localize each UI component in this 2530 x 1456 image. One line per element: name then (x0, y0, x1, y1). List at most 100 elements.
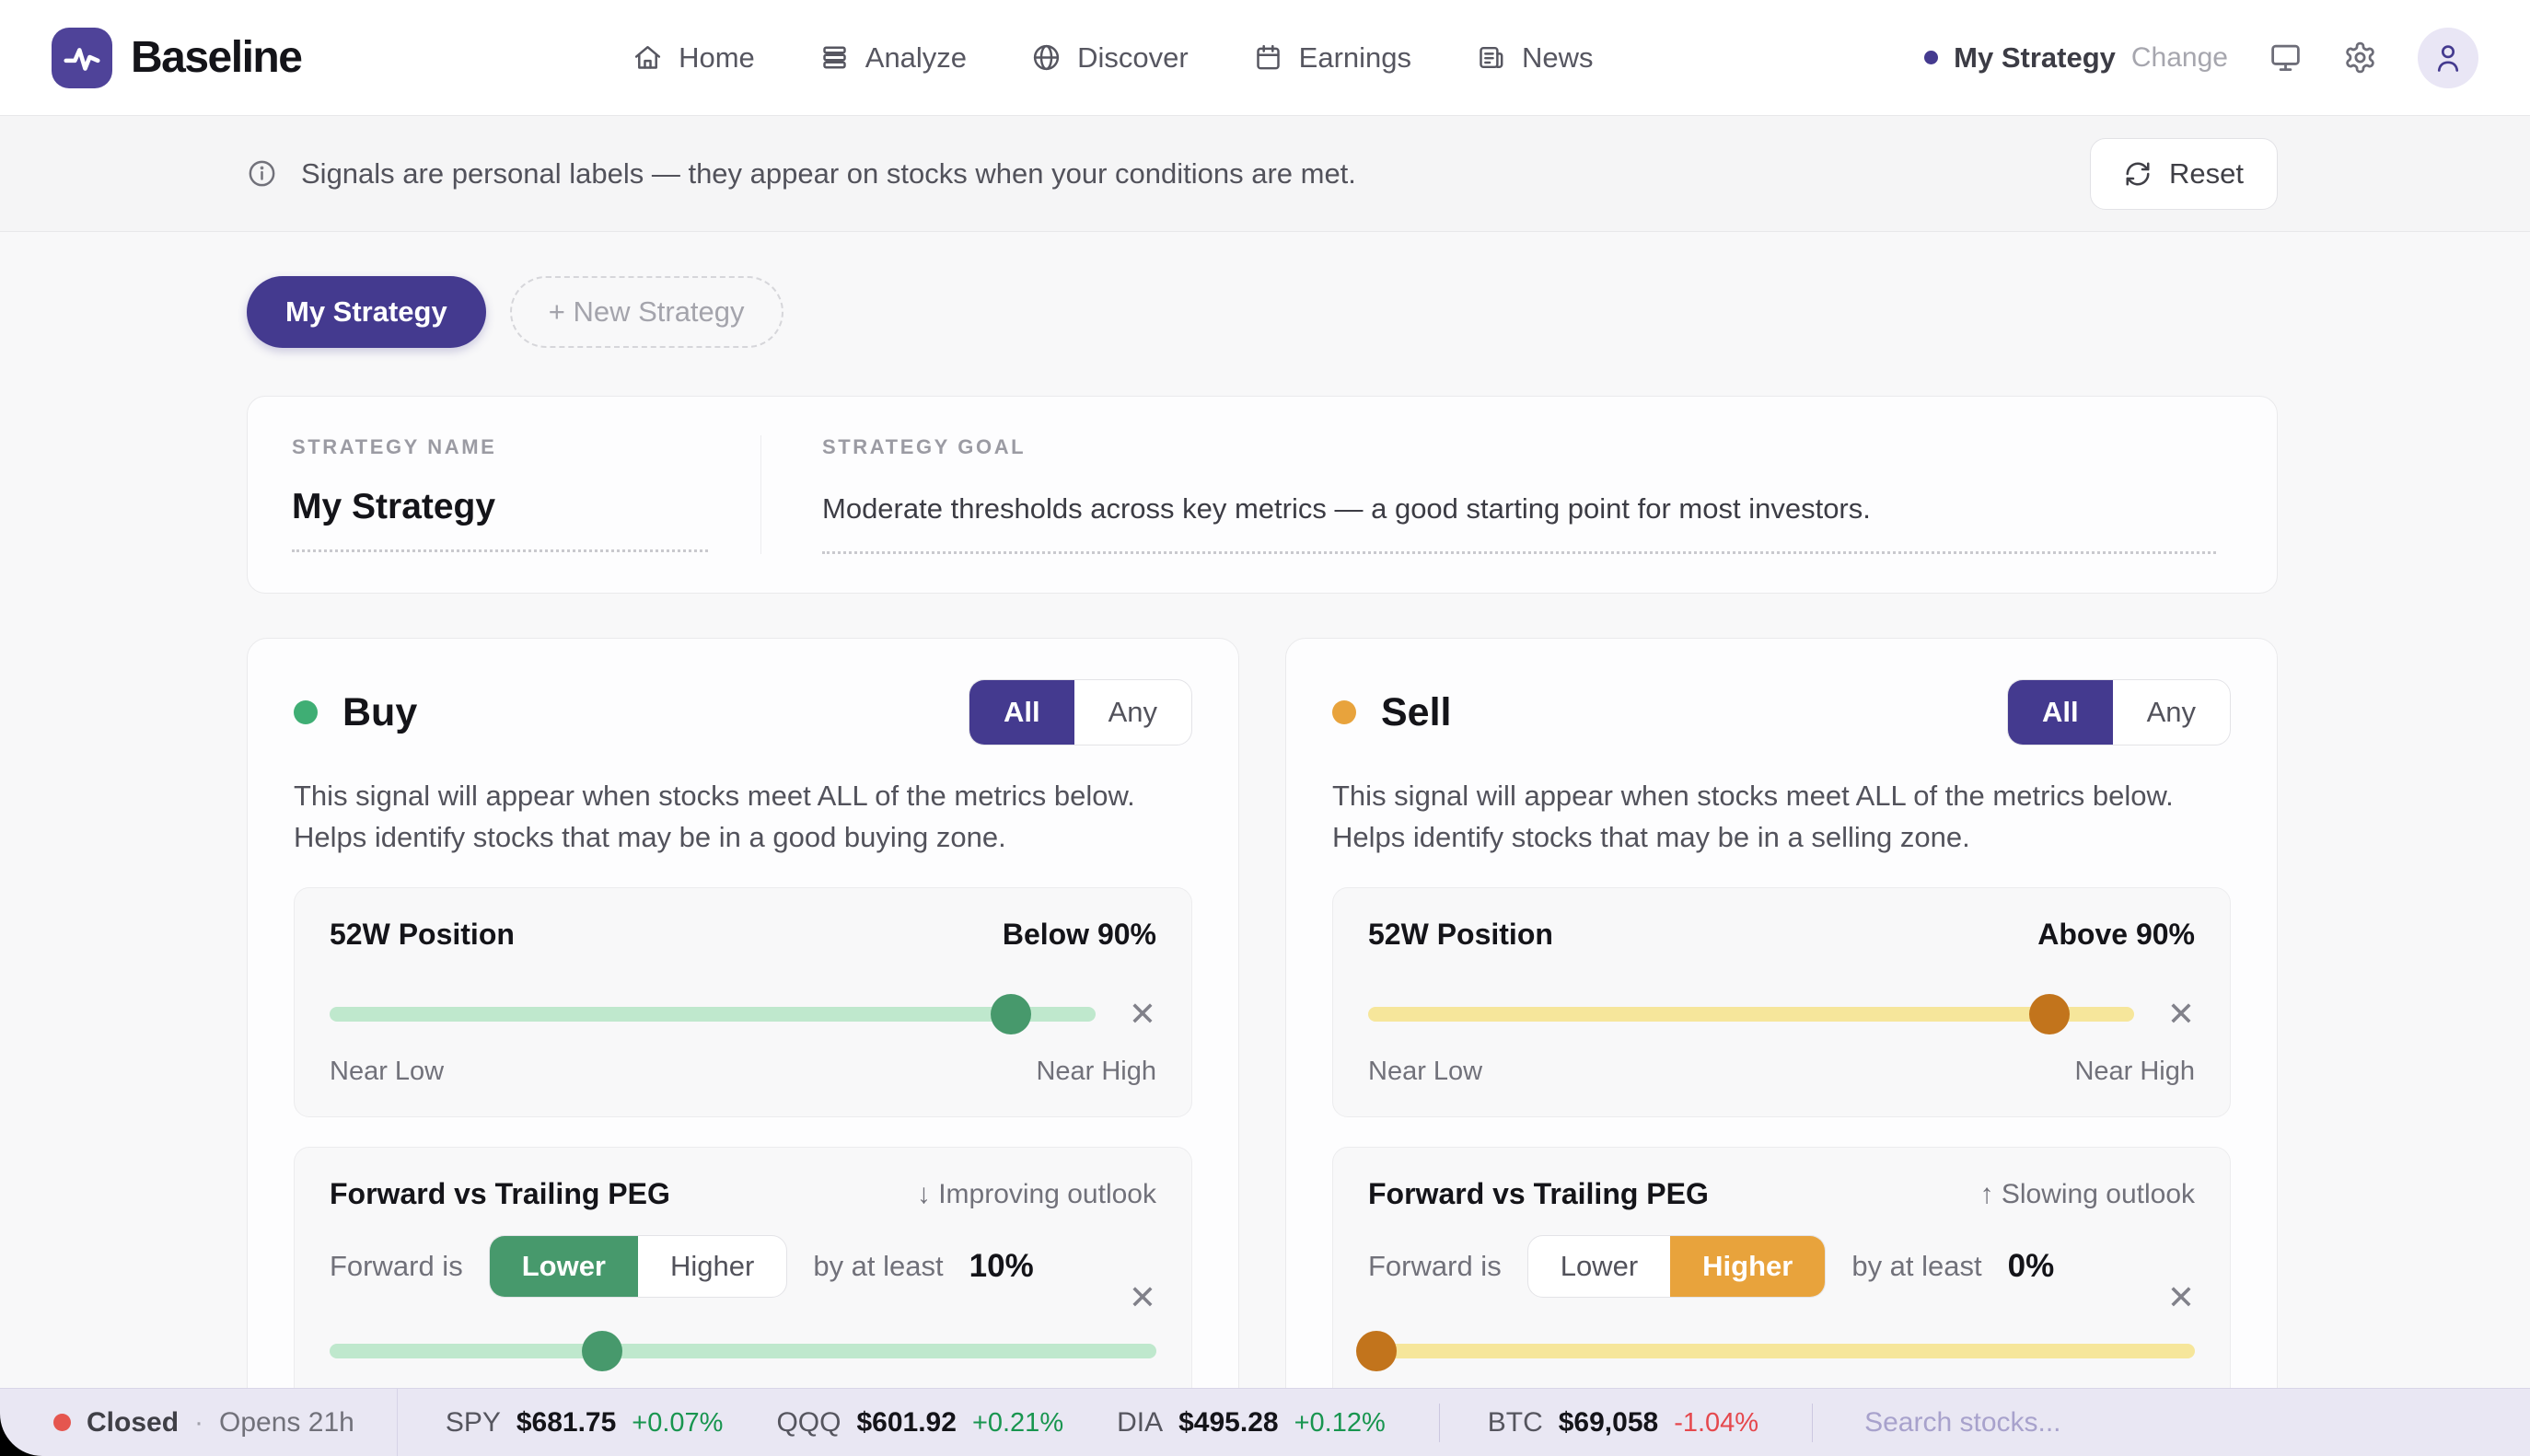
crypto-ticker: BTC $69,058 -1.04% (1440, 1407, 1758, 1439)
baseline-logo-icon (52, 27, 112, 88)
compare-infix: by at least (813, 1250, 944, 1282)
sell-dot-icon (1332, 700, 1356, 724)
metric-outlook: ↓ Improving outlook (916, 1178, 1156, 1209)
remove-metric-button[interactable]: ✕ (2166, 1278, 2195, 1316)
profile-avatar[interactable] (2417, 27, 2478, 88)
main-content: My Strategy + New Strategy STRATEGY NAME… (0, 232, 2530, 1456)
calendar-icon (1253, 42, 1283, 73)
compare-amount: 10% (969, 1248, 1034, 1284)
nav-item-analyze[interactable]: Analyze (819, 41, 967, 75)
market-state: Closed (87, 1406, 180, 1438)
slider-min-label: Near Low (1368, 1057, 1483, 1086)
stock-search (1864, 1406, 2381, 1439)
ticker-dia[interactable]: DIA $495.28 +0.12% (1117, 1406, 1386, 1438)
compare-amount: 0% (2007, 1248, 2055, 1284)
buy-panel: Buy All Any This signal will appear when… (247, 638, 1239, 1456)
rows-icon (819, 42, 850, 73)
ticker-btc[interactable]: BTC $69,058 -1.04% (1487, 1406, 1759, 1438)
slider-thumb[interactable] (991, 994, 1032, 1034)
compare-prefix: Forward is (1368, 1250, 1502, 1282)
buy-dot-icon (294, 700, 318, 724)
banner-message-group: Signals are personal labels — they appea… (247, 157, 1356, 191)
search-input[interactable] (1864, 1406, 2381, 1439)
metric-title: Forward vs Trailing PEG (1368, 1177, 1709, 1210)
banner-message: Signals are personal labels — they appea… (301, 156, 1356, 190)
slider-max-label: Near High (2074, 1057, 2195, 1086)
slider-thumb[interactable] (2029, 994, 2071, 1034)
strategy-name-field[interactable]: My Strategy (292, 487, 708, 552)
lower-higher-toggle: Lower Higher (488, 1235, 788, 1298)
divider (1812, 1403, 1814, 1442)
sell-mode-toggle: All Any (2006, 679, 2231, 745)
strategy-details-card: STRATEGY NAME My Strategy STRATEGY GOAL … (247, 396, 2278, 594)
metric-title: 52W Position (1368, 918, 1553, 951)
buy-metric-52w-position: 52W Position Below 90% ✕ Near Low Near H… (294, 887, 1192, 1117)
strategy-goal-label: STRATEGY GOAL (822, 435, 1027, 458)
slider-track[interactable] (1355, 1331, 2195, 1371)
slider-thumb[interactable] (1355, 1331, 1397, 1371)
brand[interactable]: Baseline (52, 27, 303, 88)
tab-my-strategy[interactable]: My Strategy (247, 276, 486, 348)
display-mode-button[interactable] (2269, 40, 2303, 75)
active-strategy-label: My Strategy (1954, 40, 2116, 74)
metric-title: Forward vs Trailing PEG (330, 1177, 670, 1210)
remove-metric-button[interactable]: ✕ (1128, 995, 1156, 1033)
change-strategy-link[interactable]: Change (2130, 41, 2228, 73)
sell-metric-52w-position: 52W Position Above 90% ✕ Near Low Near H… (1332, 887, 2231, 1117)
nav-item-discover[interactable]: Discover (1031, 41, 1189, 75)
strategy-goal-group: STRATEGY GOAL Moderate thresholds across… (761, 435, 2277, 554)
compare-prefix: Forward is (330, 1250, 463, 1282)
compare-infix: by at least (1851, 1250, 1982, 1282)
option-lower[interactable]: Lower (489, 1236, 638, 1297)
nav-item-earnings[interactable]: Earnings (1253, 41, 1411, 75)
ticker-qqq[interactable]: QQQ $601.92 +0.21% (776, 1406, 1064, 1438)
tab-new-strategy[interactable]: + New Strategy (509, 276, 783, 348)
buy-mode-any[interactable]: Any (1108, 696, 1157, 728)
metric-value: Above 90% (2037, 918, 2195, 951)
buy-panel-description: This signal will appear when stocks meet… (294, 780, 1135, 853)
gear-icon (2343, 40, 2377, 75)
sell-mode-all[interactable]: All (2007, 680, 2113, 745)
slider-min-label: Near Low (330, 1057, 445, 1086)
buy-panel-title: Buy (342, 689, 418, 734)
strategy-goal-field[interactable]: Moderate thresholds across key metrics —… (822, 492, 2216, 554)
info-icon (247, 158, 277, 189)
home-icon (632, 42, 663, 73)
slider-max-label: Near High (1036, 1057, 1156, 1086)
settings-button[interactable] (2343, 40, 2377, 75)
slider-thumb[interactable] (582, 1331, 623, 1371)
sell-mode-any[interactable]: Any (2146, 696, 2196, 728)
lower-higher-toggle: Lower Higher (1526, 1235, 1827, 1298)
brand-name: Baseline (131, 33, 303, 82)
option-lower[interactable]: Lower (1560, 1250, 1639, 1282)
option-higher[interactable]: Higher (670, 1250, 755, 1282)
market-closed-dot-icon (53, 1414, 71, 1431)
strategy-dot-icon (1924, 51, 1939, 64)
slider-track[interactable] (330, 1331, 1156, 1371)
remove-metric-button[interactable]: ✕ (1128, 1278, 1156, 1316)
remove-metric-button[interactable]: ✕ (2166, 995, 2195, 1033)
refresh-icon (2124, 160, 2152, 188)
app-header: Baseline Home Analyze Discover Earnings … (0, 0, 2530, 116)
option-higher[interactable]: Higher (1670, 1236, 1826, 1297)
active-strategy-chip[interactable]: My Strategy Change (1924, 41, 2228, 75)
buy-mode-all[interactable]: All (969, 680, 1074, 745)
user-icon (2431, 41, 2465, 75)
nav-item-home[interactable]: Home (632, 41, 755, 75)
market-opens-in: Opens 21h (219, 1406, 354, 1438)
market-status: Closed · Opens 21h (0, 1389, 398, 1456)
signals-info-banner: Signals are personal labels — they appea… (0, 116, 2530, 232)
sell-panel-header: Sell All Any (1332, 679, 2231, 745)
nav-item-news[interactable]: News (1476, 41, 1594, 75)
monitor-icon (2269, 40, 2303, 75)
signal-panels: Buy All Any This signal will appear when… (247, 638, 2278, 1456)
strategy-tabs: My Strategy + New Strategy (247, 276, 2278, 348)
slider-track[interactable] (330, 994, 1096, 1034)
reset-button[interactable]: Reset (2090, 137, 2278, 210)
slider-track[interactable] (1368, 994, 2134, 1034)
strategy-name-group: STRATEGY NAME My Strategy (248, 435, 761, 554)
ticker-strip: SPY $681.75 +0.07% QQQ $601.92 +0.21% DI… (398, 1407, 1386, 1439)
divider (1438, 1403, 1440, 1442)
globe-icon (1031, 42, 1062, 73)
ticker-spy[interactable]: SPY $681.75 +0.07% (445, 1406, 724, 1438)
